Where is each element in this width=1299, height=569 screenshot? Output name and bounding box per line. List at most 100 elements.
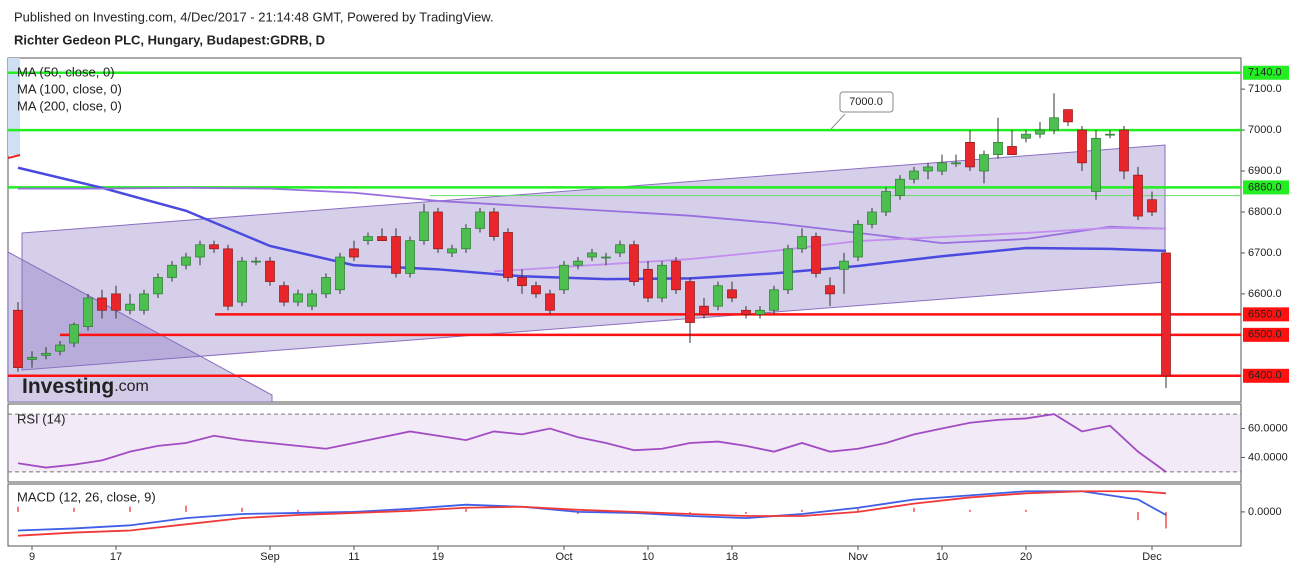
candle-body bbox=[993, 142, 1003, 155]
candle-body bbox=[741, 309, 751, 315]
candle-body bbox=[181, 256, 191, 266]
candle-body bbox=[769, 289, 779, 311]
candle-body bbox=[699, 305, 709, 315]
callout-pointer bbox=[830, 113, 846, 130]
candle-body bbox=[167, 264, 177, 278]
x-tick-label: Oct bbox=[555, 551, 572, 563]
candle-body bbox=[923, 166, 933, 172]
candle-body bbox=[657, 264, 667, 299]
rsi-title: RSI (14) bbox=[17, 411, 65, 426]
band-fill bbox=[8, 414, 1241, 472]
candle-body bbox=[97, 297, 107, 311]
title: Richter Gedeon PLC, Hungary, Budapest:GD… bbox=[14, 32, 325, 47]
candle-body bbox=[881, 191, 891, 213]
drawings bbox=[8, 58, 1166, 402]
candle-body bbox=[377, 236, 387, 241]
y-tick-label: 60.0000 bbox=[1248, 422, 1288, 434]
candle-body bbox=[965, 142, 975, 168]
candle-body bbox=[433, 211, 443, 250]
candle-body bbox=[573, 260, 583, 266]
level-badge bbox=[1243, 180, 1289, 195]
candle-body bbox=[223, 248, 233, 307]
candle-body bbox=[279, 285, 289, 303]
macd-title: MACD (12, 26, close, 9) bbox=[17, 489, 156, 504]
x-tick-label: 10 bbox=[642, 551, 654, 563]
candle-body bbox=[1049, 117, 1059, 131]
candle-body bbox=[83, 297, 93, 327]
series-line bbox=[17, 413, 1167, 473]
candle-body bbox=[321, 277, 331, 295]
candle-body bbox=[153, 277, 163, 295]
candle-body bbox=[1133, 174, 1143, 217]
level-badge bbox=[1243, 307, 1289, 322]
candle-body bbox=[811, 236, 821, 274]
candle-body bbox=[125, 303, 135, 311]
level-label: 7140.0 bbox=[1248, 67, 1282, 79]
candle-body bbox=[419, 211, 429, 241]
x-tick-label: 17 bbox=[110, 551, 122, 563]
x-tick-label: 10 bbox=[936, 551, 948, 563]
candle-body bbox=[1021, 133, 1031, 139]
candle-body bbox=[363, 236, 373, 241]
candle-body bbox=[1105, 133, 1115, 136]
candle-body bbox=[489, 211, 499, 237]
subtitle: Published on Investing.com, 4/Dec/2017 -… bbox=[14, 9, 494, 24]
candle-body bbox=[1007, 146, 1017, 155]
candle-body bbox=[111, 293, 121, 311]
watermark-suffix: .com bbox=[114, 378, 149, 395]
candle-body bbox=[139, 293, 149, 311]
level-label: 6500.0 bbox=[1248, 329, 1282, 341]
y-tick-label: 7000.0 bbox=[1248, 124, 1282, 136]
candle-body bbox=[195, 244, 205, 258]
candle-body bbox=[13, 309, 23, 368]
level-label: 6400.0 bbox=[1248, 370, 1282, 382]
rsi-layer bbox=[8, 413, 1241, 473]
candle-body bbox=[839, 260, 849, 270]
candle-body bbox=[531, 285, 541, 295]
candle-body bbox=[405, 240, 415, 274]
level-badge bbox=[1243, 368, 1289, 383]
candle-body bbox=[503, 232, 513, 278]
candle-body bbox=[853, 223, 863, 258]
candle-body bbox=[1077, 129, 1087, 164]
candle-body bbox=[629, 244, 639, 282]
legend-entry: MA (100, close, 0) bbox=[17, 81, 122, 96]
candle-body bbox=[251, 260, 261, 263]
y-tick-label: 6600.0 bbox=[1248, 288, 1282, 300]
watermark-main: Investing bbox=[22, 375, 114, 398]
candle-body bbox=[349, 248, 359, 258]
candle-body bbox=[601, 256, 611, 259]
x-tick-label: Dec bbox=[1142, 551, 1162, 563]
candle-body bbox=[559, 264, 569, 291]
level-label: 6860.0 bbox=[1248, 181, 1282, 193]
candle-body bbox=[1035, 129, 1045, 135]
x-tick-label: 20 bbox=[1020, 551, 1032, 563]
candle-body bbox=[643, 268, 653, 299]
legend-entry: MA (200, close, 0) bbox=[17, 98, 122, 113]
candle-body bbox=[545, 293, 555, 311]
candle-body bbox=[1147, 199, 1157, 213]
watermark: Investing.com bbox=[22, 375, 149, 398]
candle-body bbox=[727, 289, 737, 299]
candle-body bbox=[1063, 109, 1073, 123]
y-tick-label: 6700.0 bbox=[1248, 247, 1282, 259]
candle-body bbox=[951, 162, 961, 165]
candle-body bbox=[237, 260, 247, 303]
x-tick-label: 19 bbox=[432, 551, 444, 563]
candle-body bbox=[755, 309, 765, 315]
series-line bbox=[17, 490, 1167, 537]
x-tick-label: 18 bbox=[726, 551, 738, 563]
candle-body bbox=[713, 285, 723, 307]
candle-body bbox=[335, 256, 345, 291]
candle-body bbox=[1091, 137, 1101, 192]
candle-body bbox=[41, 352, 51, 356]
x-tick-label: 9 bbox=[29, 551, 35, 563]
candle-body bbox=[209, 244, 219, 250]
series-line bbox=[18, 186, 1167, 245]
candle-body bbox=[615, 244, 625, 254]
candle-body bbox=[825, 285, 835, 295]
candle-body bbox=[391, 236, 401, 274]
candle-body bbox=[461, 228, 471, 250]
level-badge bbox=[1243, 65, 1289, 80]
